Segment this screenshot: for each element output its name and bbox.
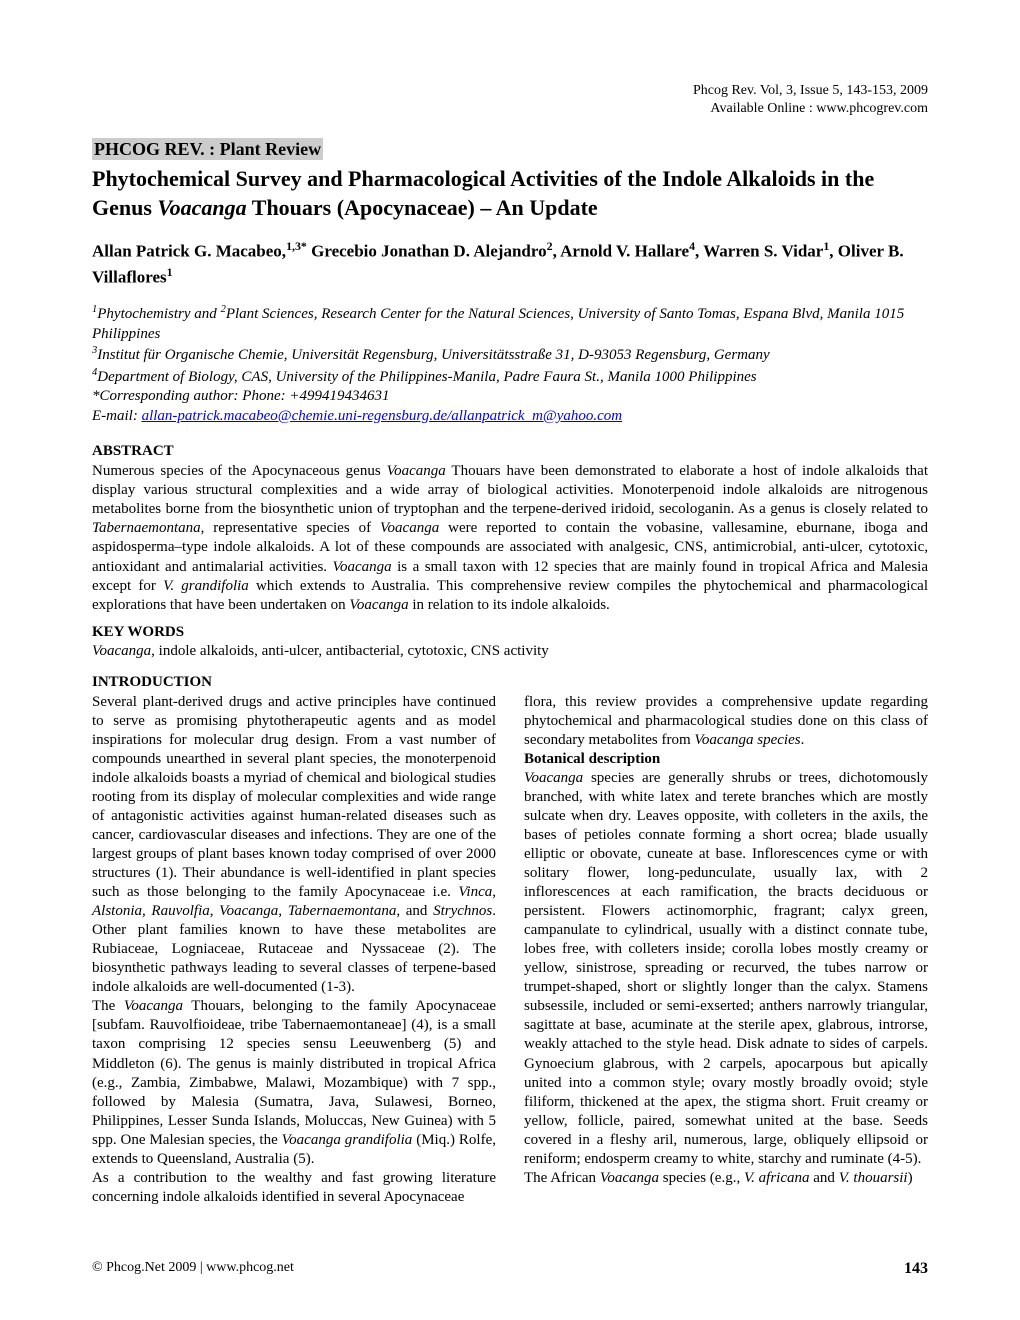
email-link[interactable]: allan-patrick.macabeo@chemie.uni-regensb… xyxy=(142,408,623,424)
body-columns: Several plant-derived drugs and active p… xyxy=(92,693,928,1207)
intro-p1: Several plant-derived drugs and active p… xyxy=(92,693,496,998)
journal-availability: Available Online : www.phcogrev.com xyxy=(710,101,928,116)
affiliation-4: 4Department of Biology, CAS, University … xyxy=(92,366,928,388)
corresponding-author: *Corresponding author: Phone: +499419434… xyxy=(92,387,928,407)
section-label-wrap: PHCOG REV. : Plant Review xyxy=(92,138,928,161)
footer-copyright: © Phcog.Net 2009 | www.phcog.net xyxy=(92,1260,294,1278)
article-title: Phytochemical Survey and Pharmacological… xyxy=(92,165,928,222)
keywords-body: Voacanga, indole alkaloids, anti-ulcer, … xyxy=(92,642,928,661)
affiliation-1-2: 1Phytochemistry and 2Plant Sciences, Res… xyxy=(92,303,928,344)
intro-continued: flora, this review provides a comprehens… xyxy=(524,693,928,750)
botanical-body: Voacanga species are generally shrubs or… xyxy=(524,769,928,1169)
african-species: The African Voacanga species (e.g., V. a… xyxy=(524,1169,928,1188)
journal-header: Phcog Rev. Vol, 3, Issue 5, 143-153, 200… xyxy=(92,82,928,118)
intro-p2: The Voacanga Thouars, belonging to the f… xyxy=(92,997,496,1168)
authors: Allan Patrick G. Macabeo,1,3* Grecebio J… xyxy=(92,238,928,289)
section-label: PHCOG REV. : Plant Review xyxy=(92,138,323,160)
page-container: Phcog Rev. Vol, 3, Issue 5, 143-153, 200… xyxy=(0,0,1020,1267)
abstract-heading: ABSTRACT xyxy=(92,442,928,461)
footer-page-number: 143 xyxy=(904,1260,928,1278)
right-column: flora, this review provides a comprehens… xyxy=(524,693,928,1207)
affiliation-3: 3Institut für Organische Chemie, Univers… xyxy=(92,344,928,366)
botanical-heading: Botanical description xyxy=(524,751,660,767)
left-column: Several plant-derived drugs and active p… xyxy=(92,693,496,1207)
abstract-body: Numerous species of the Apocynaceous gen… xyxy=(92,462,928,616)
affiliations: 1Phytochemistry and 2Plant Sciences, Res… xyxy=(92,303,928,426)
journal-citation: Phcog Rev. Vol, 3, Issue 5, 143-153, 200… xyxy=(693,83,928,98)
intro-p3: As a contribution to the wealthy and fas… xyxy=(92,1169,496,1207)
email-line: E-mail: allan-patrick.macabeo@chemie.uni… xyxy=(92,407,928,427)
keywords-heading: KEY WORDS xyxy=(92,623,928,642)
email-label: E-mail: xyxy=(92,408,142,424)
page-footer: © Phcog.Net 2009 | www.phcog.net 143 xyxy=(92,1260,928,1278)
introduction-heading: INTRODUCTION xyxy=(92,673,928,692)
